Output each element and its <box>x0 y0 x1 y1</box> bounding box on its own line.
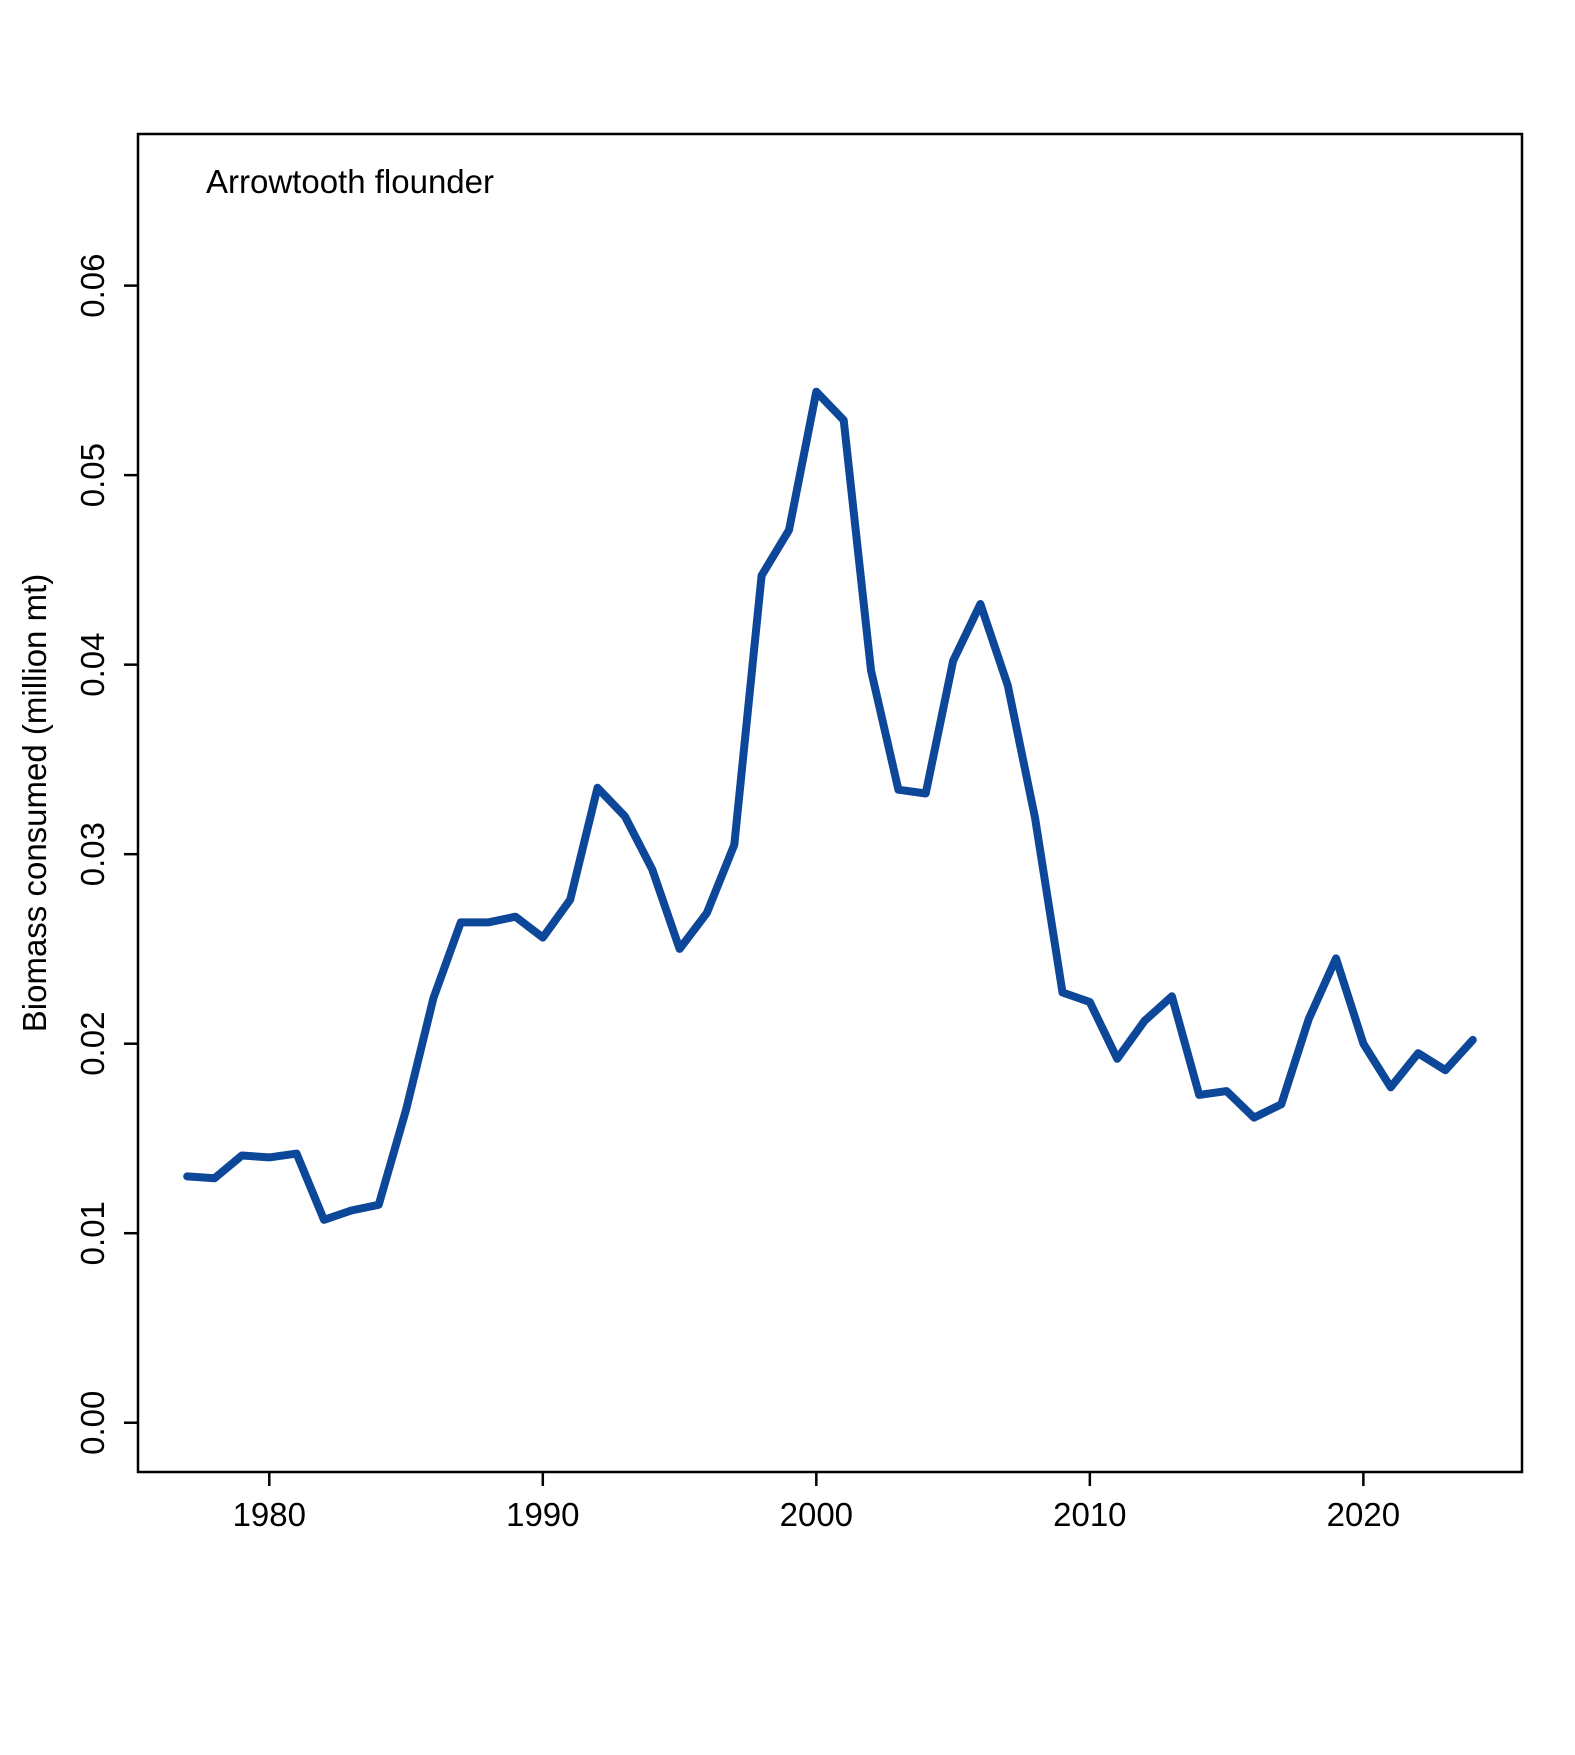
x-tick-label: 2010 <box>1053 1496 1126 1533</box>
series-line <box>183 387 1477 1224</box>
y-tick-label: 0.05 <box>74 443 111 507</box>
panel-label: Arrowtooth flounder <box>206 163 494 200</box>
x-tick-label: 2020 <box>1327 1496 1400 1533</box>
plot-frame <box>136 132 1524 1474</box>
y-tick-label: 0.00 <box>74 1391 111 1455</box>
x-tick-label: 1990 <box>506 1496 579 1533</box>
y-axis: 0.00 0.01 0.02 0.03 0.04 0.05 0.06 <box>74 253 138 1455</box>
x-tick-label: 1980 <box>233 1496 306 1533</box>
y-tick-label: 0.02 <box>74 1012 111 1076</box>
y-tick-label: 0.06 <box>74 253 111 317</box>
y-tick-label: 0.01 <box>74 1201 111 1265</box>
y-tick-label: 0.04 <box>74 633 111 697</box>
y-tick-label: 0.03 <box>74 822 111 886</box>
x-tick-label: 2000 <box>780 1496 853 1533</box>
y-axis-label: Biomass consumed (million mt) <box>16 574 53 1032</box>
x-axis: 1980 1990 2000 2010 2020 <box>233 1472 1400 1533</box>
